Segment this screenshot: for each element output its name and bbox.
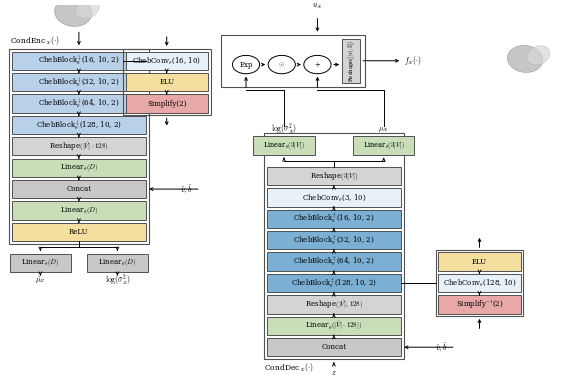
Text: ChebConv$_\theta$(3, 10): ChebConv$_\theta$(3, 10) [302, 192, 366, 203]
Text: ChebBlock$^\uparrow_\theta$(16, 10, 2): ChebBlock$^\uparrow_\theta$(16, 10, 2) [293, 212, 374, 225]
Text: ChebConv$_\theta$(16, 10): ChebConv$_\theta$(16, 10) [132, 55, 201, 66]
FancyBboxPatch shape [126, 52, 208, 70]
Ellipse shape [76, 0, 99, 19]
Text: Exp: Exp [239, 61, 253, 69]
FancyBboxPatch shape [438, 253, 520, 271]
Text: $\hat{\mu}_Z$: $\hat{\mu}_Z$ [35, 275, 46, 286]
FancyBboxPatch shape [12, 223, 146, 241]
Text: Linear$_\theta(D)$: Linear$_\theta(D)$ [21, 257, 60, 268]
Text: Linear$_\theta(3|V|)$: Linear$_\theta(3|V|)$ [363, 140, 405, 151]
Circle shape [232, 55, 260, 74]
Text: Simplify(2): Simplify(2) [147, 100, 186, 107]
Text: Linear$_\theta(D)$: Linear$_\theta(D)$ [98, 257, 137, 268]
Text: CondEnc$_X(\cdot)$: CondEnc$_X(\cdot)$ [10, 34, 59, 47]
FancyBboxPatch shape [12, 116, 146, 134]
Text: $\odot$: $\odot$ [278, 61, 285, 69]
FancyBboxPatch shape [353, 136, 414, 155]
Text: Linear$_\theta(D)$: Linear$_\theta(D)$ [60, 162, 98, 173]
Ellipse shape [507, 45, 543, 73]
Text: ReLU: ReLU [69, 228, 89, 236]
Text: ChebBlock$^\uparrow_\theta$(64, 10, 2): ChebBlock$^\uparrow_\theta$(64, 10, 2) [293, 255, 374, 268]
FancyBboxPatch shape [267, 188, 400, 207]
FancyBboxPatch shape [267, 231, 400, 249]
Text: CondDec$_X(\cdot)$: CondDec$_X(\cdot)$ [264, 361, 314, 374]
Text: $\hat{v}, \hat{b}$: $\hat{v}, \hat{b}$ [179, 182, 192, 196]
FancyBboxPatch shape [12, 52, 146, 70]
Text: Simplify$^{-1}$(2): Simplify$^{-1}$(2) [456, 298, 503, 310]
Text: $\mu_X$: $\mu_X$ [378, 125, 389, 134]
Text: ChebBlock$^\downarrow_\theta$(16, 10, 2): ChebBlock$^\downarrow_\theta$(16, 10, 2) [38, 54, 119, 68]
Text: ChebBlock$^\downarrow_\theta$(32, 10, 2): ChebBlock$^\downarrow_\theta$(32, 10, 2) [38, 75, 119, 89]
Text: Linear$_\theta(D)$: Linear$_\theta(D)$ [60, 205, 98, 216]
FancyBboxPatch shape [342, 39, 360, 83]
FancyBboxPatch shape [12, 137, 146, 156]
FancyBboxPatch shape [126, 73, 208, 91]
Text: ChebConv$_\theta$(128, 10): ChebConv$_\theta$(128, 10) [443, 278, 516, 288]
FancyBboxPatch shape [126, 94, 208, 113]
Text: ELU: ELU [159, 78, 174, 86]
Text: Reshape$([|V|, 3])$: Reshape$([|V|, 3])$ [346, 40, 357, 82]
Text: Reshape$(|\hat{V}|, 128)$: Reshape$(|\hat{V}|, 128)$ [304, 298, 363, 311]
FancyBboxPatch shape [267, 274, 400, 292]
FancyBboxPatch shape [438, 295, 520, 314]
Text: ChebBlock$^\downarrow_\theta$(64, 10, 2): ChebBlock$^\downarrow_\theta$(64, 10, 2) [38, 97, 119, 110]
Text: $\hat{v}, \hat{b}$: $\hat{v}, \hat{b}$ [435, 340, 447, 354]
FancyBboxPatch shape [87, 254, 148, 272]
FancyBboxPatch shape [267, 295, 400, 314]
Text: $u_X$: $u_X$ [312, 2, 323, 11]
Text: ChebBlock$^\downarrow_\theta$(128, 10, 2): ChebBlock$^\downarrow_\theta$(128, 10, 2… [36, 118, 122, 132]
FancyBboxPatch shape [12, 159, 146, 177]
Text: Concat: Concat [66, 185, 91, 193]
Ellipse shape [527, 46, 550, 65]
Text: Reshape$(3|V|)$: Reshape$(3|V|)$ [310, 170, 358, 182]
Circle shape [268, 55, 295, 74]
Text: Concat: Concat [321, 343, 346, 351]
FancyBboxPatch shape [267, 167, 400, 185]
FancyBboxPatch shape [10, 254, 71, 272]
Text: +: + [315, 61, 320, 69]
Text: $\log(\sigma_X^2)$: $\log(\sigma_X^2)$ [271, 122, 297, 137]
Text: Linear$_\theta(|\hat{V}| \cdot 128|)$: Linear$_\theta(|\hat{V}| \cdot 128|)$ [305, 319, 362, 332]
Circle shape [304, 55, 331, 74]
Text: Reshape$(|\hat{V}| \cdot 128)$: Reshape$(|\hat{V}| \cdot 128)$ [49, 140, 108, 153]
FancyBboxPatch shape [267, 338, 400, 356]
Text: ChebBlock$^\uparrow_\theta$(32, 10, 2): ChebBlock$^\uparrow_\theta$(32, 10, 2) [293, 234, 374, 247]
FancyBboxPatch shape [12, 201, 146, 220]
FancyBboxPatch shape [267, 317, 400, 335]
FancyBboxPatch shape [253, 136, 315, 155]
FancyBboxPatch shape [12, 180, 146, 198]
Text: $f_X(\cdot)$: $f_X(\cdot)$ [404, 54, 422, 67]
FancyBboxPatch shape [438, 274, 520, 292]
FancyBboxPatch shape [267, 210, 400, 228]
Text: ELU: ELU [472, 258, 487, 266]
Text: $\log(\sigma_Z^2)$: $\log(\sigma_Z^2)$ [105, 273, 130, 288]
Text: ChebBlock$^\uparrow_\theta$(128, 10, 2): ChebBlock$^\uparrow_\theta$(128, 10, 2) [291, 277, 377, 289]
FancyBboxPatch shape [12, 94, 146, 113]
Ellipse shape [55, 0, 92, 26]
Text: Linear$_\theta(3|V|)$: Linear$_\theta(3|V|)$ [263, 140, 305, 151]
Text: $z$: $z$ [331, 369, 337, 377]
FancyBboxPatch shape [12, 73, 146, 91]
FancyBboxPatch shape [267, 253, 400, 271]
